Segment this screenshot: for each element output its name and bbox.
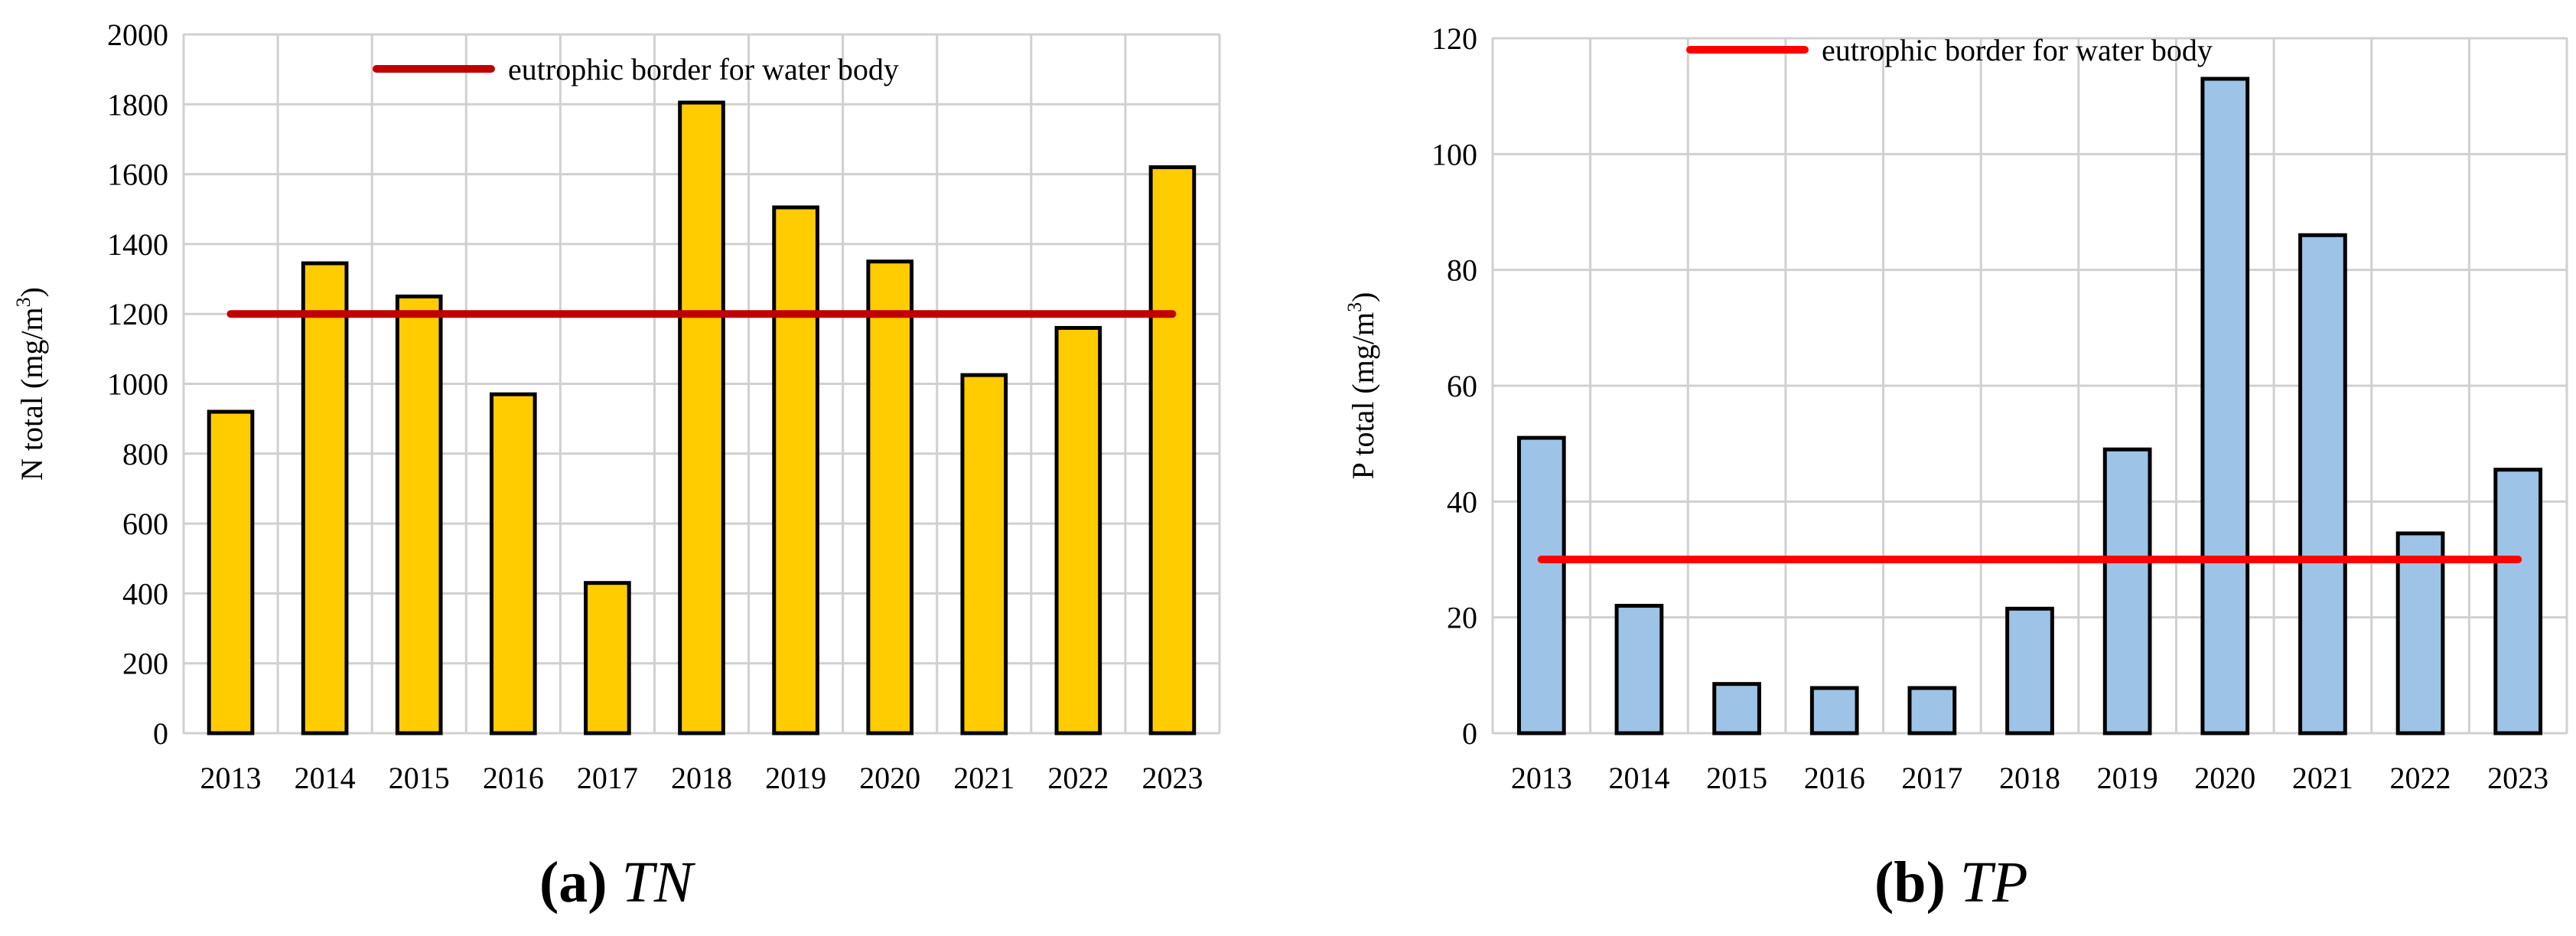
chart0-xtick-label-8: 2021 (953, 761, 1014, 795)
chart0-ytick-label-1: 200 (122, 647, 168, 681)
caption-tp: (b) TP (1874, 850, 2028, 916)
chart0-bar-2014 (301, 261, 349, 735)
chart0-ylabel-main: N total (mg/m (15, 307, 49, 481)
chart0-bar-2023 (1148, 165, 1197, 735)
chart1-xtick-label-4: 2017 (1901, 761, 1962, 795)
chart0-ytick-label-2: 400 (122, 576, 168, 611)
chart0-ytick-label-0: 0 (153, 716, 168, 751)
chart0-xtick-label-0: 2013 (200, 761, 262, 795)
chart0-xtick-label-10: 2023 (1141, 761, 1203, 795)
chart1-xtick-label-0: 2013 (1511, 761, 1572, 795)
chart0-bar-2018 (678, 100, 725, 735)
chart1-xtick-label-3: 2016 (1804, 761, 1865, 795)
chart1-ytick-label-0: 0 (1462, 716, 1477, 751)
chart1-xtick-label-8: 2021 (2292, 761, 2353, 795)
chart1-bar-2018 (2005, 606, 2054, 735)
chart1-bar-2017 (1907, 686, 1957, 735)
chart0-bar-2015 (395, 294, 443, 735)
chart0-xtick-label-2: 2015 (389, 761, 450, 795)
chart0-xtick-label-5: 2018 (671, 761, 732, 795)
chart1-bar-2020 (2200, 77, 2250, 735)
chart1-ytick-label-4: 80 (1447, 253, 1477, 288)
chart1-ytick-label-5: 100 (1431, 137, 1477, 171)
chart1-ytick-label-1: 20 (1447, 601, 1477, 635)
chart0-xtick-label-9: 2022 (1047, 761, 1109, 795)
chart0-xtick-label-4: 2017 (577, 761, 638, 795)
chart1-ytick-label-2: 40 (1447, 484, 1477, 519)
chart0-ytick-label-9: 1800 (107, 87, 168, 122)
chart0-xtick-label-7: 2020 (859, 761, 920, 795)
chart-panel-tn: 0 200 400 600 800 1000 1200 1400 1600 1800 2000 201… (12, 18, 1221, 916)
chart0-bar-2013 (207, 409, 255, 735)
chart1-xtick-label-6: 2019 (2097, 761, 2158, 795)
chart0-bar-2022 (1054, 325, 1102, 735)
chart1-xtick-label-10: 2023 (2487, 761, 2548, 795)
chart1-bar-2014 (1614, 604, 1664, 735)
chart0-bar-2019 (772, 205, 819, 735)
chart1-xtick-label-7: 2020 (2194, 761, 2255, 795)
chart1-bar-2023 (2493, 468, 2543, 735)
chart0-ytick-label-7: 1400 (107, 227, 168, 262)
chart0-xtick-label-6: 2019 (765, 761, 826, 795)
chart1-bar-2015 (1712, 682, 1761, 735)
chart0-bar-2020 (866, 259, 913, 735)
chart1-xtick-label-9: 2022 (2390, 761, 2451, 795)
chart-tp-svg: 0 20 40 60 80 100 120 2013 2014 2015 2016 2017 2018 2… (1343, 21, 2568, 795)
caption-tn-label: (a) (539, 850, 607, 915)
chart1-xtick-label-2: 2015 (1706, 761, 1767, 795)
chart1-ytick-label-6: 120 (1431, 21, 1477, 56)
chart0-ytick-label-3: 600 (122, 507, 168, 541)
chart0-bar-2021 (960, 373, 1008, 735)
chart1-xtick-label-5: 2018 (1999, 761, 2060, 795)
caption-tn-name: TN (621, 850, 693, 915)
chart1-bar-2019 (2102, 447, 2152, 735)
chart1-bar-2022 (2395, 531, 2445, 735)
chart1-legend-label: eutrophic border for water body (1822, 33, 2213, 67)
caption-tn: (a) TN (539, 850, 693, 916)
chart0-bar-2017 (584, 581, 631, 735)
chart0-ylabel: N total (mg/m3) (12, 287, 49, 481)
chart1-ylabel-main: P total (mg/m (1346, 312, 1380, 480)
chart1-bar-2016 (1809, 686, 1859, 735)
chart0-ytick-label-4: 800 (122, 437, 168, 471)
chart0-ytick-label-6: 1200 (107, 297, 168, 331)
chart0-xtick-label-1: 2014 (295, 761, 356, 795)
chart1-bar-2021 (2298, 233, 2347, 735)
chart1-ylabel-end: ) (1346, 292, 1380, 302)
chart0-xtick-label-3: 2016 (483, 761, 544, 795)
chart0-ytick-label-10: 2000 (107, 18, 168, 52)
caption-tp-label: (b) (1874, 850, 1946, 915)
caption-tp-name: TP (1959, 850, 2028, 915)
chart0-ylabel-sup: 3 (12, 297, 34, 307)
chart1-bar-2013 (1516, 435, 1566, 735)
chart0-ytick-label-5: 1000 (107, 367, 168, 402)
chart1-ylabel-sup: 3 (1343, 302, 1366, 312)
chart1-xtick-label-1: 2014 (1608, 761, 1669, 795)
chart0-legend-label: eutrophic border for water body (508, 52, 899, 86)
chart0-ylabel-end: ) (15, 287, 49, 297)
chart0-bar-2016 (490, 392, 537, 735)
chart1-ytick-label-3: 60 (1447, 369, 1477, 403)
chart-tn-svg: 0 200 400 600 800 1000 1200 1400 1600 1800 2000 201… (12, 18, 1221, 795)
chart0-ytick-label-8: 1600 (107, 158, 168, 192)
chart1-ylabel: P total (mg/m3) (1343, 292, 1380, 480)
chart-panel-tp: 0 20 40 60 80 100 120 2013 2014 2015 2016 2017 2018 2… (1288, 0, 2576, 936)
